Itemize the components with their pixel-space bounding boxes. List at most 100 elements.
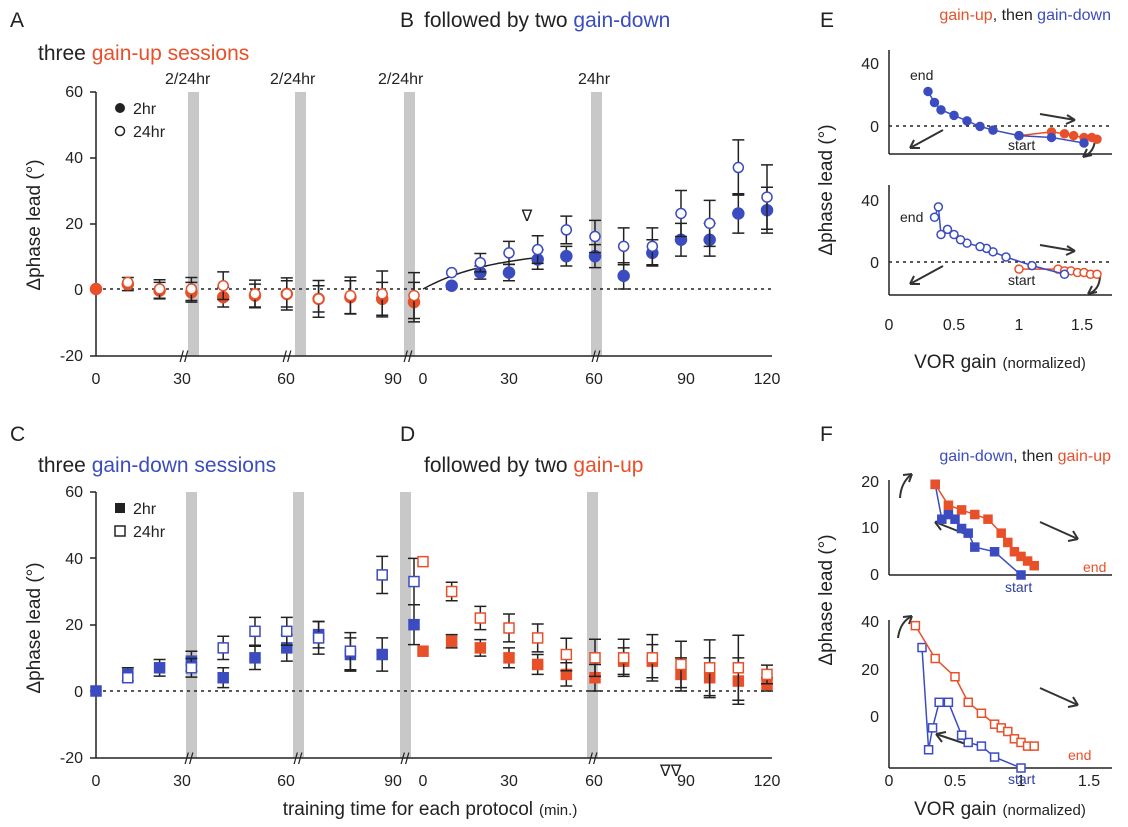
f-xtick-15: 1.5: [1078, 773, 1100, 790]
e1-arrow-right-head: [1065, 114, 1076, 125]
xtick-bot-0: 0: [92, 773, 101, 790]
open-circle-point: [122, 276, 134, 289]
xtick-bot-60b: 60: [585, 773, 603, 790]
panel-letter-c: C: [10, 423, 25, 446]
session-bar-top-2: [295, 92, 306, 356]
e1-arrow-left: [909, 129, 944, 149]
filled-square-point: [956, 505, 967, 515]
session-bar-bottom-3: [400, 492, 411, 758]
ylabel-bottom: Δphase lead (°): [24, 562, 45, 693]
filled-square-point: [531, 658, 544, 671]
f1-arrow-curve-head: [902, 473, 913, 483]
open-square-point: [646, 652, 659, 664]
open-square-point: [249, 625, 261, 638]
xticks-bottom: 0 30 60 90 0 30 60 90 120: [92, 773, 781, 790]
f1-ytick-10: 10: [861, 520, 879, 537]
filled-square-point: [90, 685, 102, 697]
panel-letter-d: D: [400, 423, 415, 446]
f-xtick-05: 0.5: [944, 773, 966, 790]
open-circle-point: [408, 289, 420, 302]
open-square-point: [281, 625, 293, 638]
open-square-point: [312, 632, 325, 644]
panel-letter-a: A: [10, 9, 24, 32]
open-square-point: [617, 652, 630, 664]
filled-circle-point: [988, 125, 998, 135]
open-square-point: [560, 648, 573, 661]
open-square-point: [976, 741, 987, 751]
open-circle-point: [942, 224, 953, 235]
series-line-gain-down: [934, 484, 1022, 576]
bar-label-1: 2/24hr: [165, 71, 211, 88]
f1-end-label: end: [1083, 559, 1106, 575]
open-circle-point: [376, 288, 388, 300]
session-bar-top-4: [591, 92, 602, 356]
filled-circle-point: [502, 266, 516, 279]
f2-arrow-left-head: [935, 731, 947, 743]
open-square-point: [217, 642, 229, 654]
open-circle-point: [589, 230, 601, 243]
open-circle-point: [761, 191, 773, 203]
open-square-point: [910, 620, 921, 631]
ylabel-top: Δphase lead (°): [24, 159, 45, 290]
e1-end-label: end: [910, 67, 933, 83]
title-e: gain-up, then gain-down: [939, 7, 1111, 24]
axis-break-4: //: [592, 349, 601, 366]
open-square-point: [950, 672, 960, 682]
filled-circle-point: [732, 207, 745, 220]
sig-marker-d: ∇∇: [659, 763, 682, 780]
f2-ytick-0: 0: [870, 709, 879, 726]
open-square-point: [344, 645, 357, 657]
e-xtick-0: 0: [885, 317, 894, 334]
filled-square-point: [376, 648, 388, 661]
xtick-bot-30b: 30: [500, 773, 518, 790]
panel-letter-b: B: [400, 9, 414, 32]
panel-f: F gain-down, then gain-up Δphase lead (°…: [816, 423, 1112, 820]
open-circle-point: [1092, 269, 1102, 280]
open-square-point: [1016, 763, 1026, 773]
open-circle-point: [975, 241, 985, 252]
f2-arrow-right: [1039, 687, 1079, 706]
legend-filled-square: [115, 503, 125, 513]
f2-ytick-40: 40: [861, 614, 879, 631]
axis-break-2: //: [283, 349, 292, 366]
yticks-marks-top: [90, 91, 96, 357]
filled-square-point: [1029, 560, 1039, 571]
axis-break-b1: //: [185, 751, 194, 768]
legend-bot-2hr: 2hr: [133, 501, 157, 518]
open-circle-point: [531, 243, 544, 256]
open-circle-point: [185, 283, 198, 295]
open-circle-point: [949, 229, 959, 240]
legend-top: 2hr 24hr: [114, 101, 166, 141]
open-circle-point: [955, 234, 966, 245]
legend-bot-24hr: 24hr: [133, 524, 166, 541]
open-square-point: [417, 555, 429, 568]
axis-break-1: //: [180, 349, 189, 366]
filled-square-point: [937, 514, 947, 524]
xtick-top-0: 0: [92, 371, 101, 388]
ytick-top-0: 0: [74, 282, 83, 299]
e-axes: [888, 50, 1112, 296]
filled-square-point: [930, 479, 940, 490]
e2-arrow-curve-head: [1087, 285, 1098, 295]
e-arrows: [909, 113, 1101, 295]
marks-top: [89, 139, 774, 323]
f-axes: [888, 480, 1112, 769]
e2-start-label: start: [1008, 272, 1035, 288]
xtick-bot-90b: 90: [677, 773, 695, 790]
legend-top-2hr: 2hr: [133, 101, 157, 118]
open-square-point: [376, 569, 388, 581]
f2-arrow-right-head: [1067, 696, 1079, 708]
open-square-point: [917, 642, 927, 653]
open-circle-point: [344, 289, 357, 302]
open-square-point: [943, 697, 954, 708]
xlabel-e: VOR gain (normalized): [914, 352, 1086, 373]
filled-circle-point: [1079, 138, 1089, 148]
f1-start-label: start: [1005, 579, 1032, 595]
f1-arrow-right-head: [1067, 530, 1079, 542]
axis-break-b2: //: [294, 751, 303, 768]
e1-arrow-curve-head: [1082, 148, 1093, 158]
filled-square-point: [970, 509, 980, 520]
f2-end-label: end: [1068, 747, 1091, 763]
axis-break-3: //: [404, 349, 413, 366]
